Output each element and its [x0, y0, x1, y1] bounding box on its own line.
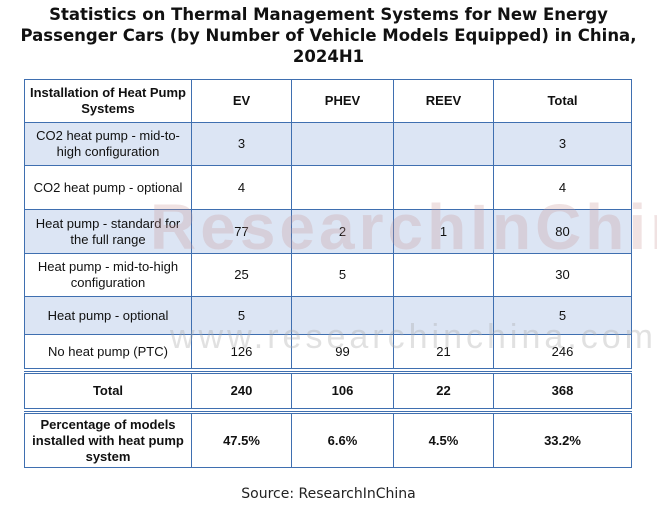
chart-title: Statistics on Thermal Management Systems… — [0, 4, 657, 67]
percentage-reev: 4.5% — [394, 414, 494, 468]
title-line: 2024H1 — [292, 47, 365, 66]
header-row: Installation of Heat Pump Systems EV PHE… — [24, 79, 632, 123]
cell-phev: 2 — [292, 210, 394, 254]
total-ev: 240 — [192, 374, 292, 409]
header-cell: EV — [192, 79, 292, 123]
cell-reev: 1 — [394, 210, 494, 254]
total-row: Total 240 106 22 368 — [24, 374, 632, 409]
row-label: CO2 heat pump - mid-to-high configuratio… — [24, 123, 192, 166]
table-row: CO2 heat pump - optional 4 4 — [24, 166, 632, 210]
total-label: Total — [24, 374, 192, 409]
row-label: No heat pump (PTC) — [24, 335, 192, 369]
cell-ev: 4 — [192, 166, 292, 210]
total-phev: 106 — [292, 374, 394, 409]
cell-reev — [394, 297, 494, 335]
cell-ev: 77 — [192, 210, 292, 254]
cell-reev — [394, 254, 494, 297]
table-row: Heat pump - mid-to-high configuration 25… — [24, 254, 632, 297]
total-all: 368 — [494, 374, 632, 409]
cell-ev: 3 — [192, 123, 292, 166]
row-label: Heat pump - mid-to-high configuration — [24, 254, 192, 297]
cell-ev: 5 — [192, 297, 292, 335]
table-row: No heat pump (PTC) 126 99 21 246 — [24, 335, 632, 369]
table-separator — [24, 409, 632, 414]
cell-phev: 5 — [292, 254, 394, 297]
cell-total: 4 — [494, 166, 632, 210]
table-row: Heat pump - optional 5 5 — [24, 297, 632, 335]
cell-reev: 21 — [394, 335, 494, 369]
cell-reev — [394, 123, 494, 166]
cell-total: 3 — [494, 123, 632, 166]
cell-phev — [292, 297, 394, 335]
header-cell: Total — [494, 79, 632, 123]
source-note: Source: ResearchInChina — [241, 486, 416, 502]
table-row: Heat pump - standard for the full range … — [24, 210, 632, 254]
heat-pump-table-container: Installation of Heat Pump Systems EV PHE… — [24, 79, 632, 472]
row-label: CO2 heat pump - optional — [24, 166, 192, 210]
table-row: CO2 heat pump - mid-to-high configuratio… — [24, 123, 632, 166]
total-reev: 22 — [394, 374, 494, 409]
cell-total: 5 — [494, 297, 632, 335]
cell-total: 30 — [494, 254, 632, 297]
cell-reev — [394, 166, 494, 210]
table-separator — [24, 369, 632, 374]
percentage-phev: 6.6% — [292, 414, 394, 468]
header-cell: REEV — [394, 79, 494, 123]
header-cell: Installation of Heat Pump Systems — [24, 79, 192, 123]
cell-total: 80 — [494, 210, 632, 254]
title-line: Statistics on Thermal Management Systems… — [49, 5, 608, 24]
cell-phev: 99 — [292, 335, 394, 369]
heat-pump-table: Installation of Heat Pump Systems EV PHE… — [24, 79, 632, 468]
row-label: Heat pump - optional — [24, 297, 192, 335]
row-label: Heat pump - standard for the full range — [24, 210, 192, 254]
cell-ev: 126 — [192, 335, 292, 369]
percentage-label: Percentage of models installed with heat… — [24, 414, 192, 468]
header-cell: PHEV — [292, 79, 394, 123]
percentage-total: 33.2% — [494, 414, 632, 468]
cell-total: 246 — [494, 335, 632, 369]
percentage-row: Percentage of models installed with heat… — [24, 414, 632, 468]
cell-phev — [292, 123, 394, 166]
cell-ev: 25 — [192, 254, 292, 297]
title-line: Passenger Cars (by Number of Vehicle Mod… — [20, 26, 637, 45]
percentage-ev: 47.5% — [192, 414, 292, 468]
cell-phev — [292, 166, 394, 210]
